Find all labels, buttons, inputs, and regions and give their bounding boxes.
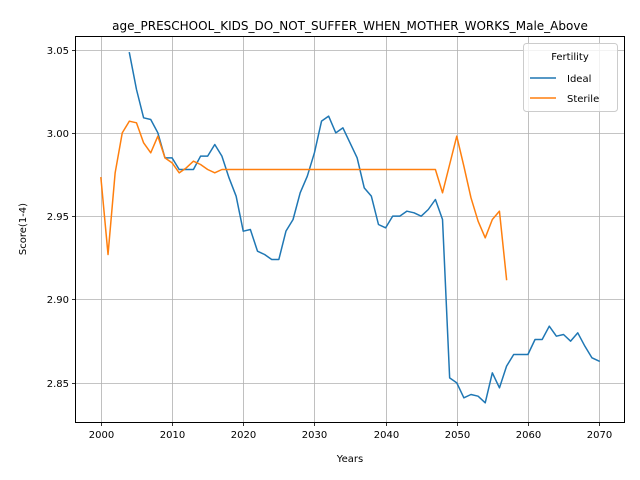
chart-title: age_PRESCHOOL_KIDS_DO_NOT_SUFFER_WHEN_MO…	[112, 19, 588, 33]
x-tick-label: 2050	[445, 430, 470, 441]
y-tick-label: 2.85	[47, 379, 69, 390]
x-tick-label: 2000	[89, 430, 114, 441]
legend-title: Fertility	[551, 52, 589, 63]
x-axis-ticks: 2000 2010 2020 2030 2040 2050 2060 2070	[89, 422, 612, 441]
x-tick-label: 2020	[231, 430, 256, 441]
y-tick-label: 3.05	[47, 46, 69, 57]
x-tick-label: 2040	[374, 430, 399, 441]
series-lines	[100, 51, 601, 404]
y-tick-label: 2.90	[47, 295, 69, 306]
legend-label-sterile: Sterile	[567, 94, 599, 105]
x-tick-label: 2070	[587, 430, 612, 441]
y-tick-label: 3.00	[47, 129, 69, 140]
y-axis-label: Score(1-4)	[18, 203, 29, 255]
legend-label-ideal: Ideal	[567, 74, 591, 85]
x-tick-label: 2030	[302, 430, 327, 441]
x-tick-label: 2060	[516, 430, 541, 441]
series-line-sterile	[100, 120, 508, 281]
x-axis-label: Years	[336, 454, 363, 465]
y-tick-label: 2.95	[47, 212, 69, 223]
x-tick-label: 2010	[160, 430, 185, 441]
y-axis-ticks: 2.85 2.90 2.95 3.00 3.05	[47, 46, 76, 390]
series-line-ideal	[128, 51, 601, 404]
plot-frame	[75, 36, 625, 423]
legend: Fertility Ideal Sterile	[523, 43, 618, 112]
legend-box	[523, 43, 618, 112]
